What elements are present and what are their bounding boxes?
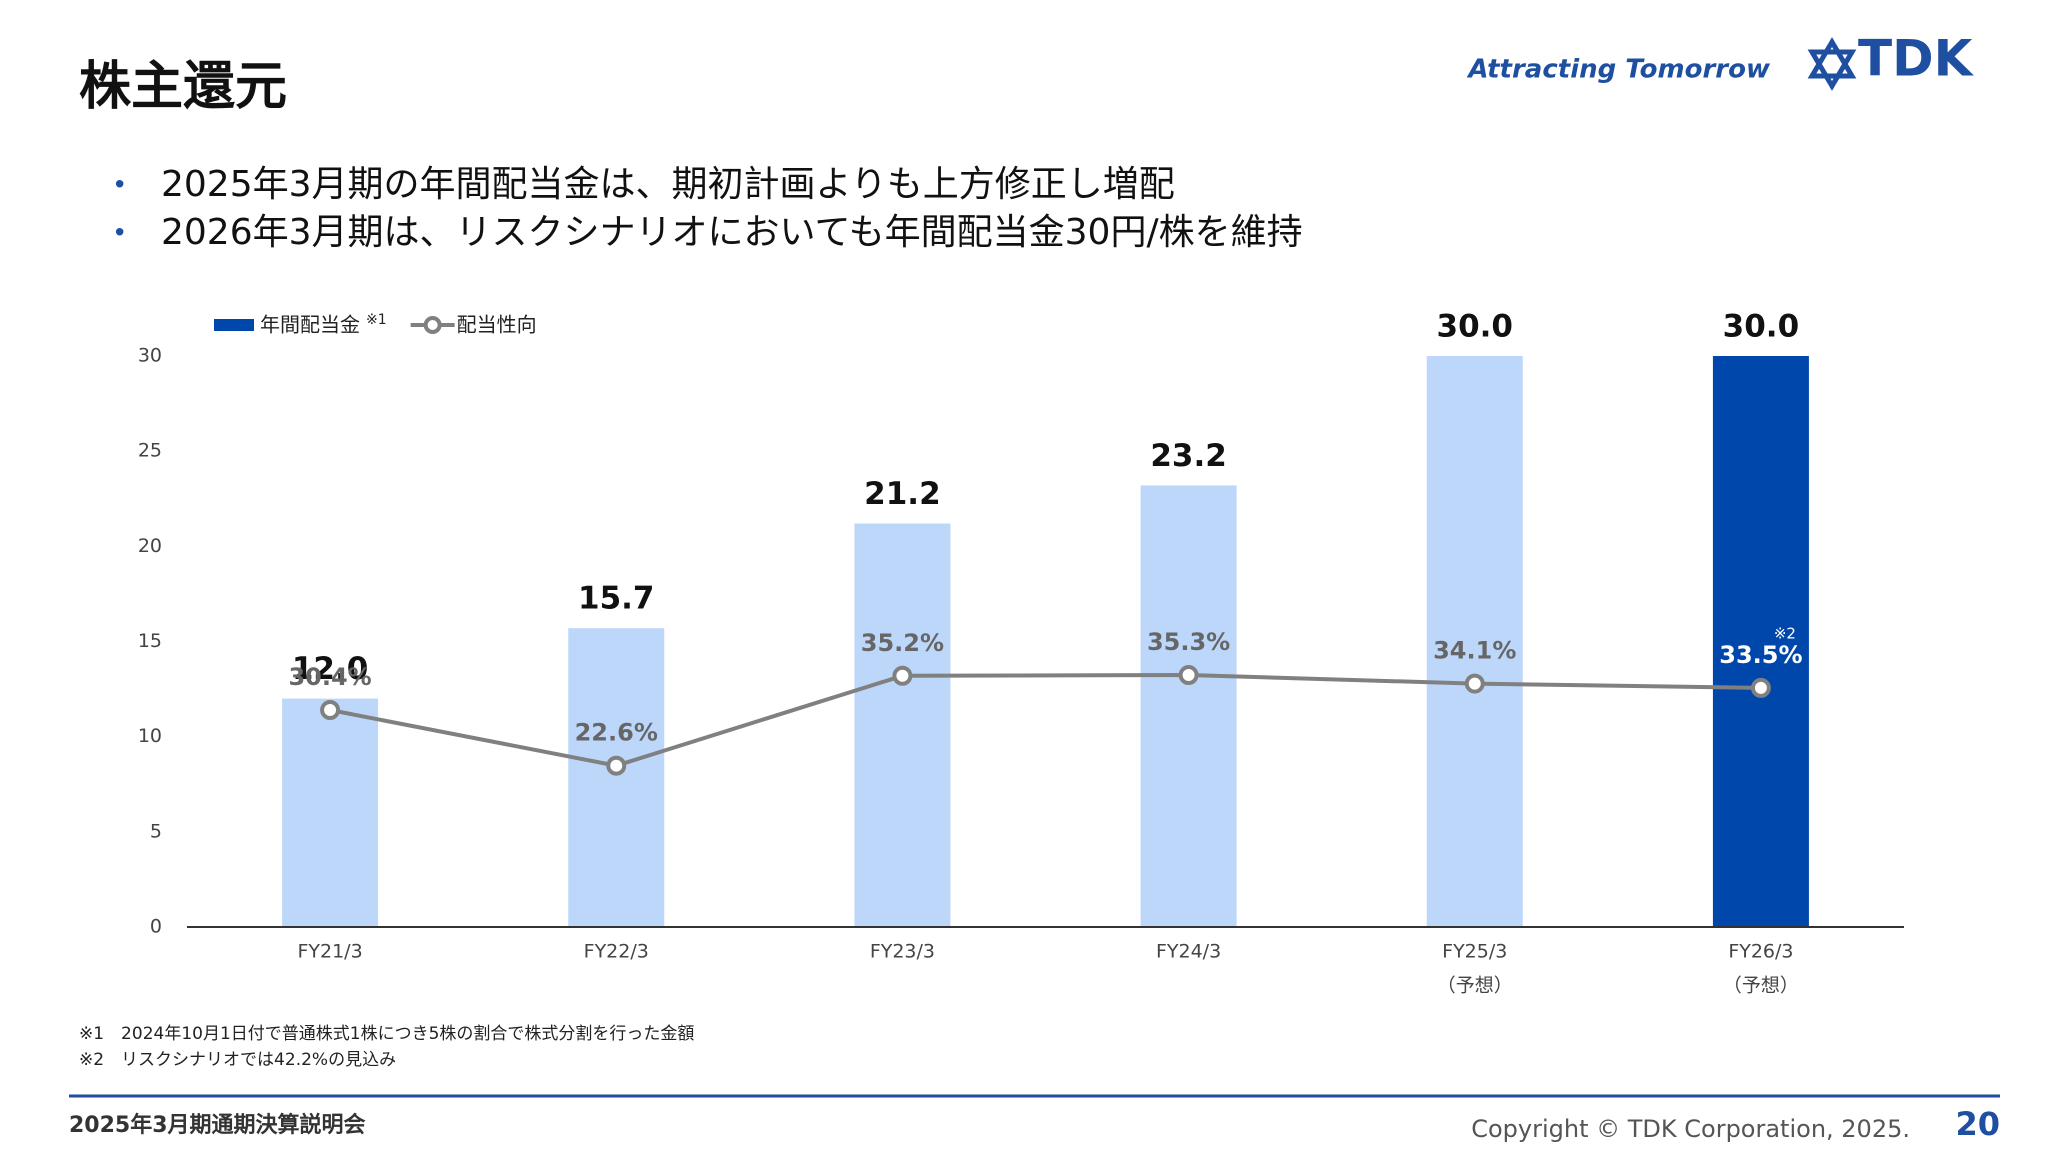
logo-symbol <box>1807 37 1857 91</box>
x-tick-label: FY22/3 <box>584 941 649 963</box>
y-tick-label: 25 <box>138 440 162 462</box>
bar <box>282 698 379 927</box>
y-tick-label: 0 <box>150 916 162 938</box>
bar-label: 21.2 <box>864 476 941 512</box>
bar <box>568 628 665 927</box>
legend-note: ※1 <box>366 312 387 328</box>
bar <box>1712 356 1809 927</box>
slide-title: 株主還元 <box>79 57 287 117</box>
copyright: Copyright © TDK Corporation, 2025. <box>1471 1115 1910 1143</box>
bar <box>1426 356 1523 927</box>
line-label: 35.3% <box>1147 628 1230 656</box>
line-label: 22.6% <box>575 719 658 747</box>
footnote: ※2 リスクシナリオでは42.2%の見込み <box>79 1050 396 1070</box>
bar <box>1140 485 1237 927</box>
bullet-text: 2025年3月期の年間配当金は、期初計画よりも上方修正し増配 <box>161 164 1175 205</box>
y-tick-label: 5 <box>150 820 162 842</box>
x-tick-note: （予想） <box>1723 975 1799 997</box>
bar-label: 23.2 <box>1150 438 1227 474</box>
bar-label: 30.0 <box>1437 309 1514 345</box>
line <box>329 673 1761 768</box>
line-point <box>1178 665 1199 686</box>
line-point <box>606 755 627 776</box>
y-tick-label: 15 <box>138 630 162 652</box>
legend-label: 年間配当金 <box>260 313 360 337</box>
line-point <box>1464 673 1485 694</box>
logo-text: TDK <box>1858 30 1975 88</box>
bar-label: 30.0 <box>1723 309 1800 345</box>
line-label: 30.4% <box>288 663 371 691</box>
line-label: 35.2% <box>861 629 944 657</box>
legend-label: 配当性向 <box>457 313 537 337</box>
y-tick-label: 10 <box>138 725 162 747</box>
footer-left: 2025年3月期通期決算説明会 <box>69 1112 366 1138</box>
bar <box>854 523 951 927</box>
x-tick-label: FY25/3 <box>1442 941 1507 963</box>
line-point <box>892 665 913 686</box>
bullet-dot: • <box>112 171 127 201</box>
page-number: 20 <box>1955 1105 2000 1143</box>
footnote: ※1 2024年10月1日付で普通株式1株につき5株の割合で株式分割を行った金額 <box>79 1024 694 1044</box>
x-tick-label: FY26/3 <box>1728 941 1793 963</box>
line-point <box>1750 677 1771 698</box>
bar-label: 15.7 <box>578 581 655 617</box>
x-tick-note: （予想） <box>1437 975 1513 997</box>
y-tick-label: 20 <box>138 535 162 557</box>
x-tick-label: FY24/3 <box>1156 941 1221 963</box>
line-label: 34.1% <box>1433 637 1516 665</box>
bullet-text: 2026年3月期は、リスクシナリオにおいても年間配当金30円/株を維持 <box>161 212 1303 253</box>
bullet-dot: • <box>112 219 127 249</box>
tagline: Attracting Tomorrow <box>1466 55 1771 85</box>
annotation: ※2 <box>1774 624 1796 642</box>
bar-label: 12.0 <box>292 651 369 687</box>
x-tick-label: FY21/3 <box>297 941 362 963</box>
legend-swatch <box>423 316 442 334</box>
legend-swatch <box>214 319 254 331</box>
line-point <box>320 700 341 721</box>
y-tick-label: 30 <box>138 345 162 367</box>
line-label: 33.5% <box>1719 641 1802 669</box>
x-tick-label: FY23/3 <box>870 941 935 963</box>
